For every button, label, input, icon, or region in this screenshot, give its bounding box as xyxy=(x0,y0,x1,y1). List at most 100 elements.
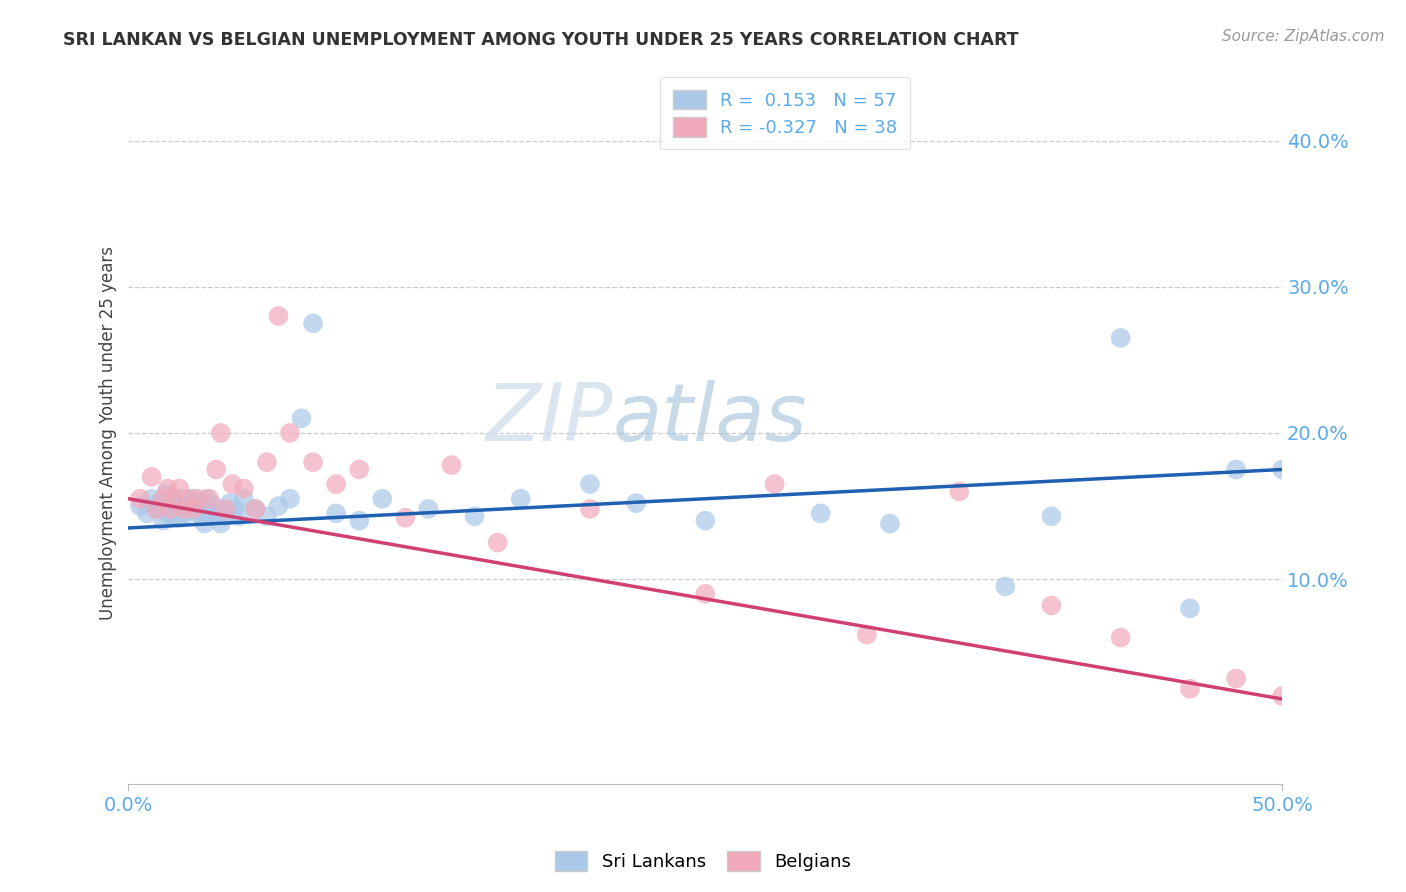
Point xyxy=(1040,599,1063,613)
Text: ZIP: ZIP xyxy=(485,380,613,458)
Point xyxy=(267,499,290,513)
Point xyxy=(464,509,486,524)
Point xyxy=(129,499,152,513)
Point xyxy=(167,482,190,496)
Point xyxy=(256,455,278,469)
Point xyxy=(181,502,204,516)
Point xyxy=(290,411,312,425)
Point xyxy=(994,579,1017,593)
Point xyxy=(205,506,228,520)
Point xyxy=(394,510,416,524)
Point xyxy=(1271,462,1294,476)
Point xyxy=(152,491,174,506)
Point xyxy=(418,502,440,516)
Point xyxy=(198,491,221,506)
Point xyxy=(224,502,246,516)
Point xyxy=(267,309,290,323)
Point xyxy=(145,502,167,516)
Text: Source: ZipAtlas.com: Source: ZipAtlas.com xyxy=(1222,29,1385,44)
Point xyxy=(219,496,242,510)
Point xyxy=(155,487,177,501)
Point xyxy=(579,477,602,491)
Point xyxy=(695,587,717,601)
Point xyxy=(245,502,267,516)
Point xyxy=(624,496,647,510)
Point xyxy=(221,477,243,491)
Point xyxy=(163,491,186,506)
Point xyxy=(166,502,188,516)
Point xyxy=(141,470,163,484)
Point xyxy=(325,477,347,491)
Legend: Sri Lankans, Belgians: Sri Lankans, Belgians xyxy=(547,844,859,879)
Point xyxy=(245,502,267,516)
Point xyxy=(347,462,370,476)
Point xyxy=(278,425,301,440)
Point xyxy=(347,514,370,528)
Point xyxy=(156,506,179,520)
Point xyxy=(302,316,325,330)
Point xyxy=(187,491,209,506)
Point xyxy=(879,516,901,531)
Point xyxy=(167,510,190,524)
Point xyxy=(198,502,221,516)
Point xyxy=(163,491,186,506)
Point xyxy=(1109,631,1132,645)
Point xyxy=(177,496,200,510)
Point xyxy=(579,502,602,516)
Point xyxy=(302,455,325,469)
Point xyxy=(209,425,232,440)
Point xyxy=(170,491,193,506)
Point xyxy=(195,491,218,506)
Point xyxy=(695,514,717,528)
Point xyxy=(145,502,167,516)
Point xyxy=(256,509,278,524)
Text: SRI LANKAN VS BELGIAN UNEMPLOYMENT AMONG YOUTH UNDER 25 YEARS CORRELATION CHART: SRI LANKAN VS BELGIAN UNEMPLOYMENT AMONG… xyxy=(63,31,1019,49)
Point xyxy=(325,506,347,520)
Point xyxy=(181,491,204,506)
Legend: R =  0.153   N = 57, R = -0.327   N = 38: R = 0.153 N = 57, R = -0.327 N = 38 xyxy=(661,77,910,150)
Point xyxy=(194,516,217,531)
Point xyxy=(1225,672,1247,686)
Point xyxy=(174,506,197,520)
Point xyxy=(1109,331,1132,345)
Point xyxy=(173,499,195,513)
Point xyxy=(205,462,228,476)
Point xyxy=(177,491,200,506)
Point xyxy=(440,458,463,472)
Point xyxy=(948,484,970,499)
Point xyxy=(371,491,394,506)
Point xyxy=(159,502,181,516)
Text: atlas: atlas xyxy=(613,380,808,458)
Point xyxy=(763,477,786,491)
Point xyxy=(180,502,202,516)
Point xyxy=(1040,509,1063,524)
Point xyxy=(214,509,236,524)
Point xyxy=(810,506,832,520)
Point xyxy=(856,628,879,642)
Point xyxy=(209,516,232,531)
Point xyxy=(188,499,211,513)
Point xyxy=(159,499,181,513)
Point xyxy=(148,496,170,510)
Point xyxy=(232,491,254,506)
Point xyxy=(141,491,163,506)
Point xyxy=(1178,681,1201,696)
Point xyxy=(228,509,250,524)
Point xyxy=(129,491,152,506)
Point xyxy=(509,491,531,506)
Y-axis label: Unemployment Among Youth under 25 years: Unemployment Among Youth under 25 years xyxy=(100,246,117,620)
Point xyxy=(278,491,301,506)
Point xyxy=(200,509,222,524)
Point xyxy=(187,506,209,520)
Point xyxy=(156,482,179,496)
Point xyxy=(486,535,509,549)
Point xyxy=(1271,689,1294,703)
Point xyxy=(1225,462,1247,476)
Point xyxy=(232,482,254,496)
Point xyxy=(191,509,214,524)
Point xyxy=(173,502,195,516)
Point xyxy=(162,509,184,524)
Point xyxy=(202,499,225,513)
Point xyxy=(1178,601,1201,615)
Point xyxy=(214,502,236,516)
